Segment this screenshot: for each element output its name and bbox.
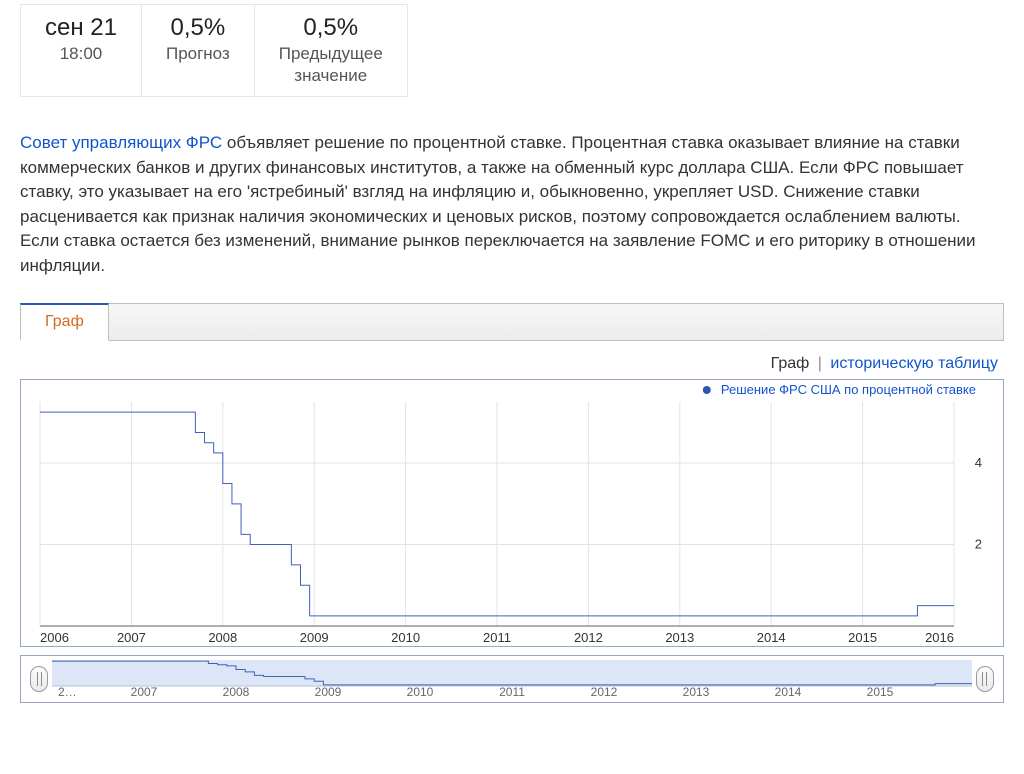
card-date: сен 21 18:00 [20,4,142,97]
description-link[interactable]: Совет управляющих ФРС [20,133,222,152]
svg-text:2015: 2015 [848,630,877,645]
chart-container: 2006 2007 2008 2009 2010 2011 2012 2013 2014 2015… [20,379,1004,647]
view-switch-sep: | [818,355,822,372]
svg-text:2008: 2008 [223,685,250,699]
view-switch-row: Граф | историческую таблицу [20,355,998,373]
svg-text:2007: 2007 [131,685,158,699]
tabs-bar: Граф [20,303,1004,341]
svg-text:2009: 2009 [300,630,329,645]
svg-text:2011: 2011 [499,685,525,699]
card-previous-top: 0,5% [279,15,383,41]
svg-text:2009: 2009 [315,685,342,699]
svg-text:2011: 2011 [483,630,511,645]
view-switch-graph: Граф [771,355,810,372]
svg-text:2010: 2010 [391,630,420,645]
svg-text:2010: 2010 [407,685,434,699]
view-switch-table-link[interactable]: историческую таблицу [830,355,998,372]
svg-text:2012: 2012 [574,630,603,645]
tab-graph[interactable]: Граф [20,303,109,341]
svg-text:2013: 2013 [665,630,694,645]
card-previous: 0,5% Предыдущее значение [254,4,408,97]
svg-text:4: 4 [975,455,982,470]
svg-text:2: 2 [975,536,982,551]
card-previous-bottom: Предыдущее значение [279,43,383,86]
range-slider[interactable]: 2… 2007 2008 2009 2010 2011 2012 2013 2014 2015 [20,655,1004,703]
description-paragraph: Совет управляющих ФРС объявляет решение … [20,131,1004,279]
card-date-top: сен 21 [45,15,117,41]
card-forecast: 0,5% Прогноз [141,4,255,97]
svg-text:2012: 2012 [591,685,618,699]
svg-text:2007: 2007 [117,630,146,645]
svg-text:2008: 2008 [208,630,237,645]
svg-text:2006: 2006 [40,630,69,645]
card-date-bottom: 18:00 [45,43,117,64]
info-cards: сен 21 18:00 0,5% Прогноз 0,5% Предыдуще… [20,4,1004,97]
svg-text:2013: 2013 [683,685,710,699]
description-text: объявляет решение по процентной ставке. … [20,133,976,275]
svg-text:Решение ФРС США по процентной: Решение ФРС США по процентной ставке [721,382,976,397]
tabs: Граф [20,303,1004,341]
svg-text:2…: 2… [58,685,77,699]
card-forecast-bottom: Прогноз [166,43,230,64]
rate-line-chart: 2006 2007 2008 2009 2010 2011 2012 2013 2014 2015… [21,380,1003,646]
svg-text:2014: 2014 [757,630,786,645]
svg-text:2014: 2014 [775,685,802,699]
svg-text:2016: 2016 [925,630,954,645]
range-handle-left[interactable] [30,666,48,692]
range-slider-chart: 2… 2007 2008 2009 2010 2011 2012 2013 2014 2015 [21,656,1003,702]
svg-text:2015: 2015 [867,685,894,699]
card-forecast-top: 0,5% [166,15,230,41]
range-handle-right[interactable] [976,666,994,692]
